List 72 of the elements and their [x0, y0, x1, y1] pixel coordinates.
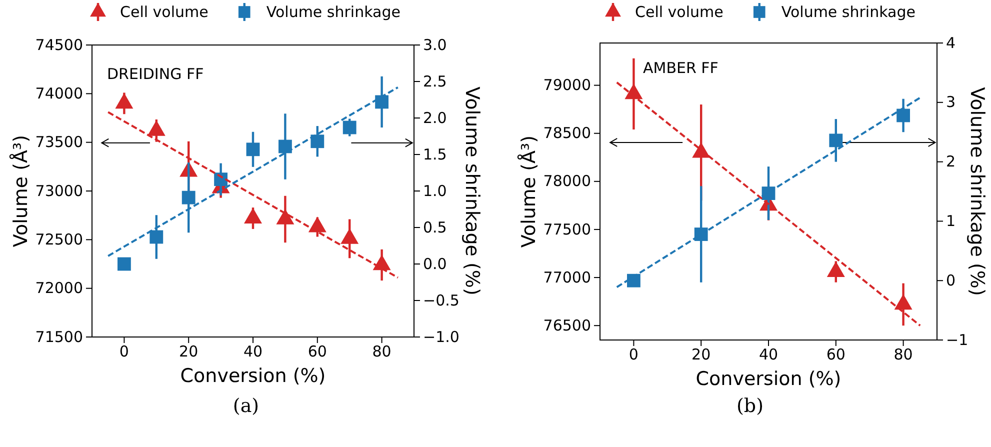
point [342, 120, 356, 134]
point [276, 208, 294, 224]
point [896, 108, 910, 122]
x-tick-label: 80 [894, 346, 913, 364]
point [150, 230, 164, 244]
y2-tick-label: 2.5 [423, 72, 447, 90]
y-tick-label: 79000 [543, 76, 591, 94]
y-tick-label: 77000 [543, 268, 591, 286]
point [375, 95, 389, 109]
y2-tick-label: −1.0 [423, 328, 460, 346]
x-tick-label: 20 [692, 346, 711, 364]
y2-tick-label: 1 [946, 212, 956, 230]
y-tick-label: 74000 [35, 84, 83, 102]
x-tick-label: 0 [628, 346, 638, 364]
legend-label: Cell volume [635, 3, 724, 21]
y2-tick-label: 2 [946, 152, 956, 171]
annotation: AMBER FF [643, 59, 718, 77]
y2-tick-label: 0.5 [423, 218, 447, 236]
y2-tick-label: 4 [946, 34, 956, 52]
y2-tick-label: −1 [946, 330, 968, 349]
y-tick-label: 72500 [35, 230, 83, 248]
y2-tick-label: 1.5 [423, 145, 447, 164]
point [829, 134, 843, 148]
x-tick-label: 0 [119, 342, 129, 361]
x-tick-label: 80 [372, 342, 392, 361]
annotation: DREIDING FF [107, 65, 204, 83]
text: (a) [232, 395, 260, 417]
x-tick-label: 60 [308, 342, 327, 361]
x-tick-label: 40 [758, 346, 778, 364]
y-axis-title: Volume (Å³) [517, 135, 540, 248]
point [692, 142, 710, 158]
y-tick-label: 78500 [543, 124, 591, 142]
point [246, 142, 260, 156]
y2-tick-label: 1.0 [423, 182, 447, 200]
legend-label: Cell volume [120, 3, 208, 21]
y2-tick-label: 3.0 [423, 36, 447, 54]
point [310, 134, 324, 148]
point [626, 274, 640, 288]
y-tick-label: 74500 [35, 36, 83, 54]
point [894, 294, 912, 310]
y2-tick-label: 0 [946, 271, 956, 290]
legend-label: Volume shrinkage [266, 3, 400, 21]
point [826, 261, 845, 277]
point [182, 190, 196, 204]
y-tick-label: 73500 [35, 133, 83, 152]
x-tick-label: 20 [179, 342, 198, 361]
y2-tick-label: 0.0 [423, 254, 447, 273]
y-tick-label: 72000 [35, 279, 83, 298]
point [278, 140, 292, 154]
point [115, 93, 134, 109]
y2-tick-label: −0.5 [423, 291, 460, 310]
x-axis-title: Conversion (%) [180, 365, 326, 387]
y-tick-label: 78000 [543, 172, 591, 190]
point [244, 208, 262, 224]
y-tick-label: 73000 [35, 182, 83, 200]
y-tick-label: 76500 [543, 316, 591, 334]
y2-tick-label: 3 [946, 93, 956, 112]
point [147, 120, 166, 136]
y2-axis-title: Volume shrinkage (%) [461, 86, 483, 296]
text: (b) [736, 395, 764, 417]
x-tick-label: 60 [826, 346, 846, 364]
point [340, 228, 359, 244]
y-tick-label: 71500 [35, 328, 83, 346]
y2-axis-title: Volume shrinkage (%) [966, 87, 988, 296]
x-axis-title: Conversion (%) [696, 368, 842, 390]
y-tick-label: 77500 [543, 220, 591, 238]
point [624, 84, 643, 100]
legend-label: Volume shrinkage [781, 3, 916, 21]
y-axis-title: Volume (Å³) [9, 134, 32, 248]
y2-tick-label: 2.0 [423, 108, 447, 127]
x-tick-label: 40 [243, 342, 263, 361]
point [117, 257, 131, 271]
